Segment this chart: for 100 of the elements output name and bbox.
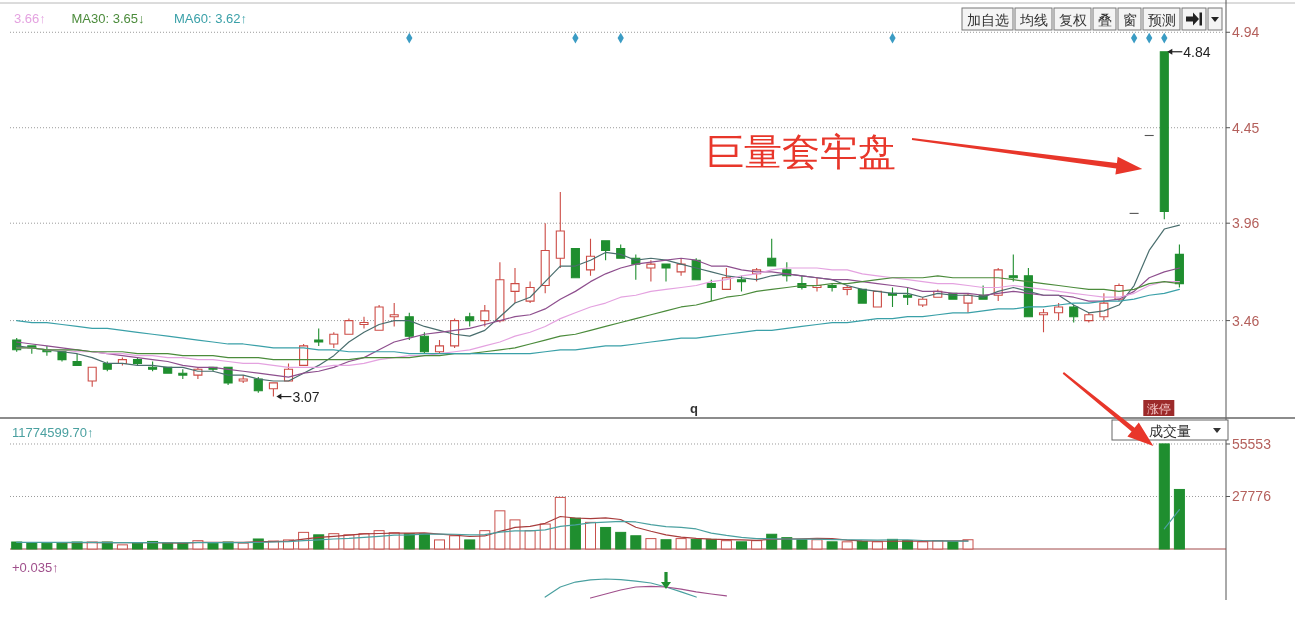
button: 叠 — [1092, 7, 1117, 31]
y-tick-label: 4.45 — [1232, 119, 1260, 136]
candlestick — [87, 366, 97, 388]
candlestick — [857, 288, 867, 304]
bar — [554, 496, 566, 550]
bar — [630, 535, 642, 550]
candlestick — [903, 286, 913, 306]
bar — [1173, 488, 1185, 550]
bar — [917, 541, 929, 550]
candlestick — [359, 316, 369, 329]
candlestick — [178, 368, 188, 380]
bar — [116, 544, 128, 550]
candlestick — [540, 222, 550, 294]
candlestick — [872, 290, 882, 308]
candlestick — [148, 360, 158, 372]
text: +0.035↑ — [12, 559, 59, 575]
candlestick — [555, 191, 565, 269]
candlestick — [767, 238, 777, 267]
candlestick — [419, 331, 429, 355]
bar — [585, 521, 596, 550]
candlestick — [827, 283, 837, 292]
bar — [720, 540, 732, 550]
bar — [434, 539, 445, 550]
candlestick — [812, 277, 822, 292]
bar — [403, 533, 415, 550]
y-tick-label: 3.46 — [1232, 312, 1260, 329]
candlestick — [1174, 244, 1184, 289]
button: 加自选 — [961, 7, 1014, 31]
candlestick — [450, 318, 460, 349]
annotation: 均线 — [1018, 12, 1048, 28]
candlestick — [344, 318, 354, 335]
bar — [811, 539, 823, 550]
candlestick — [253, 376, 263, 394]
bar — [56, 542, 68, 550]
y-tick-label: 55553 — [1232, 435, 1272, 452]
bar — [464, 539, 476, 550]
bar — [11, 541, 23, 550]
annotation: q — [690, 401, 698, 416]
candlestick — [661, 263, 671, 283]
bar — [1158, 443, 1170, 550]
candlestick — [1099, 292, 1109, 322]
candlestick — [465, 312, 475, 327]
bar — [660, 539, 672, 550]
candlestick — [585, 238, 596, 277]
button: 预测 — [1142, 7, 1181, 31]
bar — [418, 533, 430, 550]
bar — [237, 542, 249, 550]
bar — [675, 538, 687, 550]
candlestick — [389, 302, 399, 327]
candlestick — [1054, 302, 1064, 322]
bar — [856, 540, 868, 550]
bar — [600, 526, 612, 550]
bar — [539, 523, 551, 550]
y-tick-label: 4.94 — [1232, 24, 1260, 41]
candlestick — [842, 284, 852, 296]
bar — [796, 539, 808, 550]
y-tick-label: 27776 — [1232, 488, 1272, 505]
candlestick — [1084, 312, 1094, 324]
annotation: 3.66↑ — [14, 10, 46, 26]
candlestick — [329, 331, 339, 349]
candlestick — [510, 267, 520, 304]
line-series — [16, 224, 1180, 382]
bar — [705, 538, 717, 550]
candlestick — [480, 304, 490, 327]
button: 窗 — [1117, 7, 1142, 31]
annotation: 4.84 — [1183, 43, 1211, 60]
candlestick — [1008, 253, 1018, 283]
chart-title: 成交量 — [1149, 423, 1191, 439]
button: 均线 — [1014, 7, 1053, 31]
candlestick — [495, 261, 505, 324]
bar — [207, 542, 219, 550]
candlestick — [1069, 304, 1079, 324]
candlestick — [1038, 308, 1049, 333]
candlestick — [1144, 134, 1155, 137]
bar — [132, 542, 143, 550]
bar — [736, 541, 747, 550]
candlestick — [132, 357, 143, 366]
bar — [449, 535, 461, 550]
bar — [871, 541, 883, 550]
annotation: 3.07 — [292, 388, 320, 405]
candlestick — [238, 374, 248, 384]
bar — [615, 531, 627, 550]
bar — [645, 538, 657, 550]
candlestick — [72, 353, 82, 366]
annotation: 复权 — [1058, 12, 1087, 28]
bar — [524, 530, 536, 550]
bar — [826, 541, 838, 550]
candlestick — [314, 327, 324, 347]
bar — [841, 541, 853, 550]
annotation: 叠 — [1097, 12, 1112, 28]
candlestick — [434, 339, 445, 355]
bar — [690, 538, 702, 550]
bar — [26, 542, 38, 550]
annotation: 涨停 — [1146, 401, 1171, 416]
candlestick — [404, 312, 414, 341]
annotation: MA60: 3.62↑ — [174, 10, 247, 26]
annotation: 巨量套牢盘 — [706, 131, 896, 173]
candlestick — [706, 279, 716, 302]
candlestick — [736, 275, 747, 292]
y-tick-label: 3.96 — [1232, 215, 1260, 232]
